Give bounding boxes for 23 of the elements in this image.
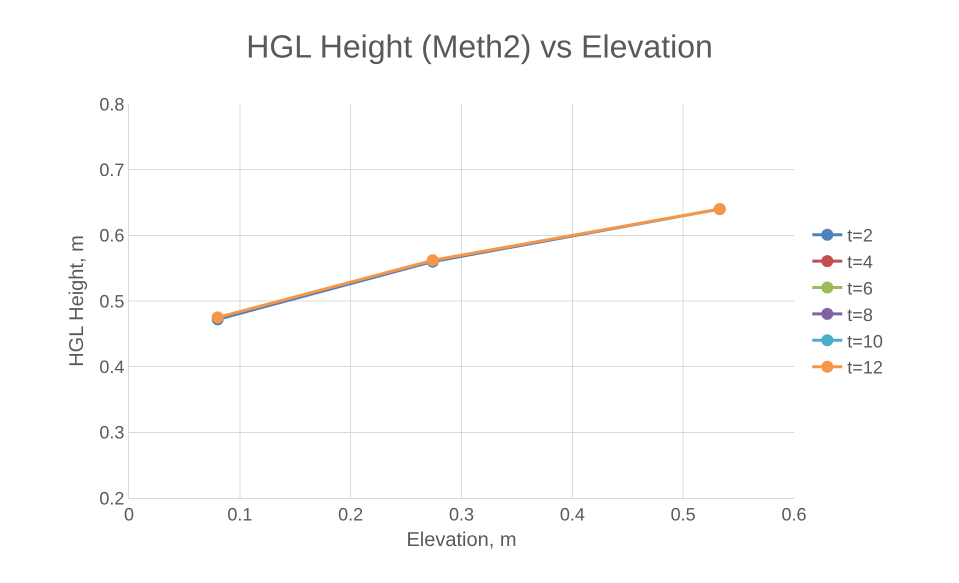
y-tick-label: 0.8 xyxy=(99,94,124,114)
x-tick-label: 0.4 xyxy=(560,504,585,525)
y-axis-title: HGL Height, m xyxy=(66,235,88,367)
legend-label: t=8 xyxy=(847,304,873,325)
legend-label: t=4 xyxy=(847,252,873,272)
chart-title: HGL Height (Meth2) vs Elevation xyxy=(246,28,713,64)
y-tick-label: 0.2 xyxy=(99,488,124,508)
legend-label: t=10 xyxy=(847,331,883,352)
x-axis-title: Elevation, m xyxy=(406,529,517,552)
legend-label: t=2 xyxy=(847,226,873,246)
y-tick-label: 0.6 xyxy=(99,226,124,246)
y-tick-label: 0.5 xyxy=(99,291,124,312)
legend-label: t=6 xyxy=(847,278,873,299)
x-tick-label: 0.1 xyxy=(227,504,252,525)
x-tick-label: 0.3 xyxy=(448,504,474,525)
legend-label: t=12 xyxy=(847,358,883,378)
x-tick-label: 0.2 xyxy=(338,504,364,525)
y-tick-label: 0.3 xyxy=(99,422,124,443)
x-tick-label: 0.6 xyxy=(781,504,807,525)
y-tick-label: 0.4 xyxy=(99,356,124,377)
x-tick-label: 0 xyxy=(124,504,134,525)
x-tick-label: 0.5 xyxy=(670,504,696,525)
y-tick-label: 0.7 xyxy=(99,160,124,180)
